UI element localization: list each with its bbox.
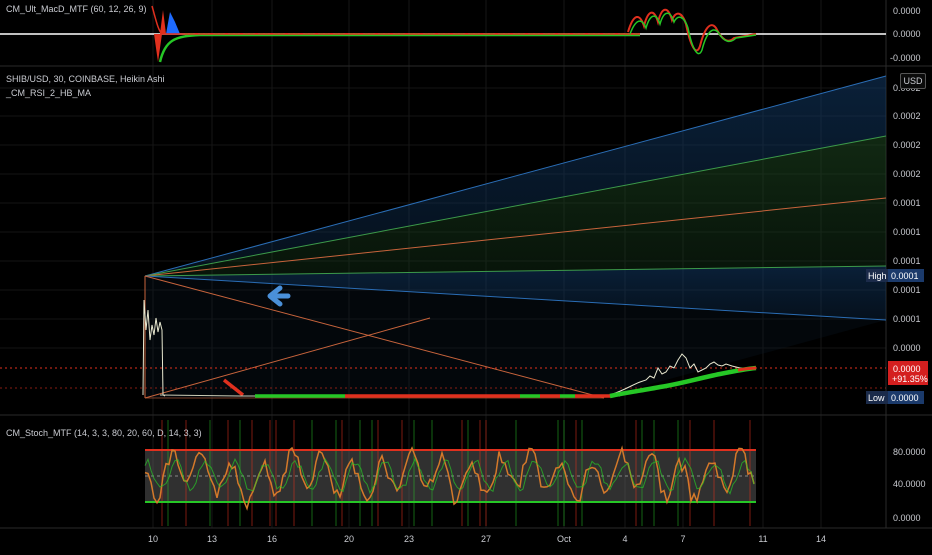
time-axis-label: 27 (481, 534, 491, 544)
macd-signal-line (158, 33, 640, 63)
stoch-panel[interactable]: CM_Stoch_MTF (14, 3, 3, 80, 20, 60, D, 1… (6, 420, 926, 526)
price-rising-tail (609, 353, 756, 396)
price-scale-label: 0.0000 (893, 343, 921, 353)
fib-fan-lower-fill (145, 266, 886, 320)
time-axis-label: 14 (816, 534, 826, 544)
price-spike (142, 299, 166, 397)
high-badge-value: 0.0001 (891, 271, 919, 281)
currency-button[interactable]: USD (900, 73, 926, 89)
price-scale-label: 0.0001 (893, 285, 921, 295)
price-scale-label: 0.0002 (893, 140, 921, 150)
fib-line-diagonal (144, 275, 605, 399)
price-scale-label: 0.0002 (893, 111, 921, 121)
time-axis-label: 4 (622, 534, 627, 544)
stoch-title: CM_Stoch_MTF (14, 3, 3, 80, 20, 60, D, 1… (6, 428, 202, 438)
macd-scale-label-2: 0.0000 (893, 29, 921, 39)
fib-line-green-2 (144, 265, 887, 277)
stoch-signal-bars (161, 420, 751, 526)
fib-line-top (144, 75, 887, 277)
fib-line-green-1 (144, 135, 887, 277)
symbol-title: SHIB/USD, 30, COINBASE, Heikin Ashi (6, 74, 165, 84)
time-axis-label: 23 (404, 534, 414, 544)
macd-line (151, 5, 640, 35)
fib-line-bottom (144, 275, 887, 321)
low-badge: Low 0.0000 (866, 391, 924, 404)
annotation-arrow-icon[interactable] (267, 285, 291, 307)
time-axis-label: 16 (267, 534, 277, 544)
indicator-title: _CM_RSI_2_HB_MA (5, 88, 91, 98)
current-price-change: +91.35% (892, 374, 928, 384)
price-scale-label: 0.0001 (893, 198, 921, 208)
macd-scale-label-1: 0.0000 (893, 6, 921, 16)
macd-panel[interactable]: CM_Ult_MacD_MTF (60, 12, 26, 9) 0.0000 0… (0, 4, 921, 63)
time-axis[interactable]: 10 13 16 20 23 27 Oct 4 7 11 14 (148, 534, 826, 544)
bear-trend-marker (222, 378, 245, 397)
fib-line-orange (144, 197, 887, 277)
high-badge: High 0.0001 (866, 269, 924, 282)
current-price-badge: 0.0000 +91.35% (888, 361, 928, 385)
price-scale-label: 0.0001 (893, 227, 921, 237)
current-price-value: 0.0000 (893, 364, 921, 374)
price-scale[interactable]: 0.00020.00020.00020.00020.00010.00010.00… (893, 83, 921, 353)
fib-line-cross (144, 317, 431, 399)
price-scale-label: 0.0002 (893, 169, 921, 179)
high-badge-label: High (868, 271, 887, 281)
macd-scale-label-3: -0.0000 (890, 53, 921, 63)
macd-wave-right-green (629, 12, 757, 55)
ma-rising-tail-red (737, 366, 757, 372)
price-scale-label: 0.0001 (893, 314, 921, 324)
price-scale-label: 0.0001 (893, 256, 921, 266)
stoch-oscillator-line (144, 445, 755, 511)
low-badge-value: 0.0000 (891, 393, 919, 403)
low-badge-label: Low (868, 393, 885, 403)
time-axis-label: 7 (680, 534, 685, 544)
macd-spike (154, 10, 180, 62)
time-axis-label: Oct (557, 534, 572, 544)
stoch-scale-label-2: 40.0000 (893, 479, 926, 489)
stoch-scale-label-1: 80.0000 (893, 447, 926, 457)
stoch-oscillator-signal (144, 457, 755, 495)
macd-wave-right (627, 8, 757, 52)
time-axis-label: 10 (148, 534, 158, 544)
macd-title: CM_Ult_MacD_MTF (60, 12, 26, 9) (6, 4, 147, 14)
stoch-scale-label-3: 0.0000 (893, 513, 921, 523)
main-panel[interactable]: SHIB/USD, 30, COINBASE, Heikin Ashi _CM_… (0, 74, 928, 404)
time-axis-label: 13 (207, 534, 217, 544)
time-axis-label: 11 (758, 534, 767, 544)
time-axis-label: 20 (344, 534, 354, 544)
